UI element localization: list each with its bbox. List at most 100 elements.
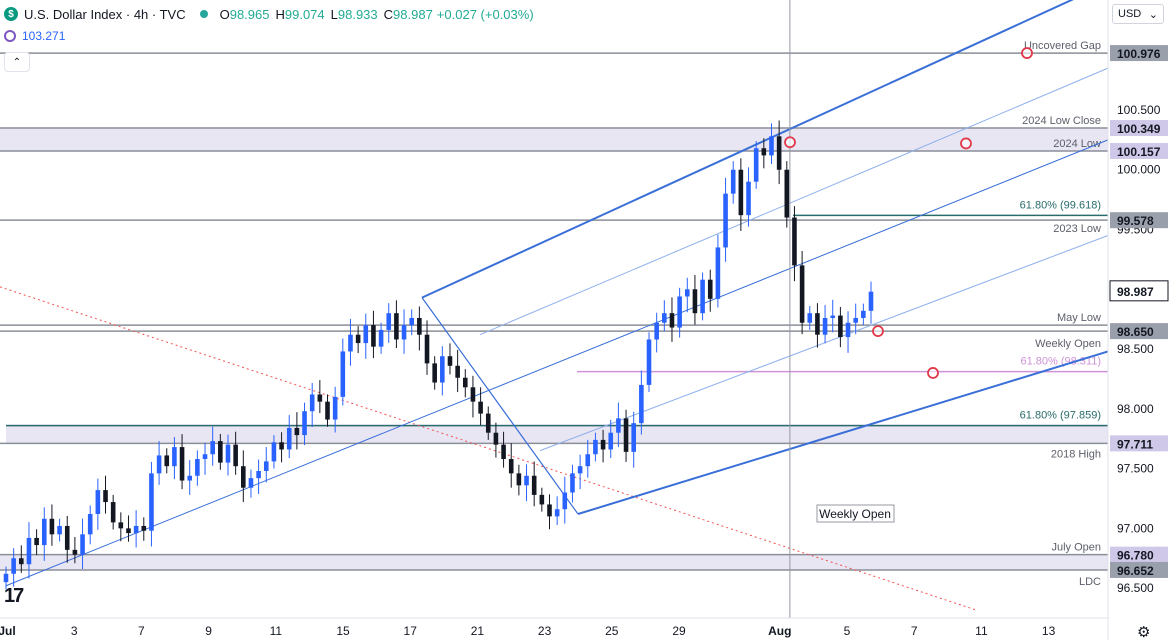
zone-july-open [0, 554, 1108, 570]
candle [845, 322, 851, 338]
candle [776, 136, 782, 170]
candle [822, 317, 828, 335]
low-label: L [330, 6, 338, 22]
price-tag-label: 100.157 [1117, 145, 1161, 159]
candle [753, 148, 759, 182]
time-axis-tick-label: 11 [270, 624, 283, 638]
candle [187, 475, 193, 481]
currency-selector[interactable]: USD ⌄ [1112, 4, 1164, 24]
close-label: C [383, 6, 394, 22]
price-axis-tick-label: 97.500 [1117, 462, 1154, 476]
candle [639, 384, 644, 424]
current-price-label: 98.987 [1117, 285, 1154, 299]
candle [432, 363, 437, 383]
candle [279, 442, 284, 450]
indicator-ring-icon [4, 30, 16, 42]
candle [26, 537, 32, 565]
candle [723, 193, 728, 248]
candle [363, 325, 369, 344]
candle [103, 490, 108, 503]
candle [110, 502, 116, 523]
chart-header: $ U.S. Dollar Index · 4h · TVC O 98.965 H… [4, 5, 538, 23]
time-axis-tick-label: 15 [336, 624, 350, 638]
gear-icon[interactable]: ⚙ [1137, 624, 1151, 641]
candle [317, 394, 323, 402]
time-axis-tick-label: 29 [672, 624, 686, 638]
marker-circle [960, 137, 972, 150]
chevron-up-icon: ⌃ [12, 56, 22, 68]
candle [19, 558, 24, 565]
time-axis-tick-label: 9 [205, 624, 212, 638]
price-axis-tick-label: 98.000 [1117, 402, 1154, 416]
candle [41, 518, 47, 546]
candle [309, 394, 315, 412]
candle [516, 473, 522, 486]
candle [470, 387, 476, 402]
level-label: Uncovered Gap [1024, 40, 1101, 52]
candle [87, 514, 93, 535]
candle [202, 454, 208, 460]
price-axis-tick-label: 96.500 [1117, 581, 1154, 595]
time-axis-tick-label: 21 [471, 624, 485, 638]
candle [447, 356, 453, 366]
candle [792, 217, 797, 266]
price-tag-label: 100.349 [1117, 122, 1161, 136]
level-label: July Open [1051, 542, 1101, 554]
price-tag [1110, 561, 1168, 578]
time-axis-tick-label: 3 [71, 624, 78, 638]
candle [11, 558, 16, 574]
candle [577, 466, 583, 474]
time-axis-tick-label: 7 [911, 624, 918, 638]
price-tag [1110, 212, 1168, 229]
price-tag [1110, 435, 1168, 452]
candle [218, 441, 223, 463]
candle [241, 466, 246, 488]
candle [707, 279, 713, 299]
marker-circle [784, 136, 796, 149]
collapse-legend-button[interactable]: ⌃ [4, 52, 30, 72]
price-tag-label: 96.652 [1117, 564, 1154, 578]
candle [631, 423, 636, 452]
channel-median [5, 139, 1109, 587]
indicator-legend[interactable]: 103.271 [4, 29, 65, 43]
candle [608, 432, 614, 450]
candle [233, 444, 238, 467]
candle [784, 169, 790, 218]
channel-inner-upper [479, 67, 1109, 336]
weekly-open-tag [816, 504, 895, 523]
candle [746, 181, 751, 216]
candle [455, 365, 460, 378]
candle [64, 525, 70, 550]
price-axis-tick-label: 97.000 [1117, 521, 1154, 535]
fib-label: 61.80% (98.311) [1020, 356, 1101, 368]
candle [508, 459, 514, 474]
candle [126, 528, 131, 534]
candle [348, 334, 353, 352]
time-axis-tick-label: 13 [1042, 624, 1056, 638]
candle [501, 444, 506, 460]
candle [34, 537, 39, 546]
price-tag-label: 100.976 [1117, 47, 1161, 61]
close-value: 98.987 [393, 6, 433, 22]
candle [654, 322, 659, 340]
tradingview-logo-icon[interactable]: 17 [4, 585, 24, 607]
price-tag [1110, 323, 1168, 340]
candle [149, 473, 154, 531]
marker-circle [1021, 47, 1033, 59]
candle [815, 313, 820, 335]
candle [332, 396, 338, 420]
channel-inner-lower [539, 235, 1109, 452]
candle [761, 148, 767, 156]
candle [355, 334, 361, 344]
marker-circle [927, 367, 939, 379]
candle [807, 313, 813, 323]
time-axis-tick-label: 7 [138, 624, 145, 638]
price-tag [1110, 45, 1168, 62]
candle [600, 439, 606, 450]
level-label: LDC [1079, 576, 1101, 588]
symbol-title[interactable]: U.S. Dollar Index · 4h · TVC [24, 6, 186, 22]
candle [210, 441, 215, 455]
time-axis-tick-label: 25 [605, 624, 619, 638]
candle [830, 315, 836, 318]
